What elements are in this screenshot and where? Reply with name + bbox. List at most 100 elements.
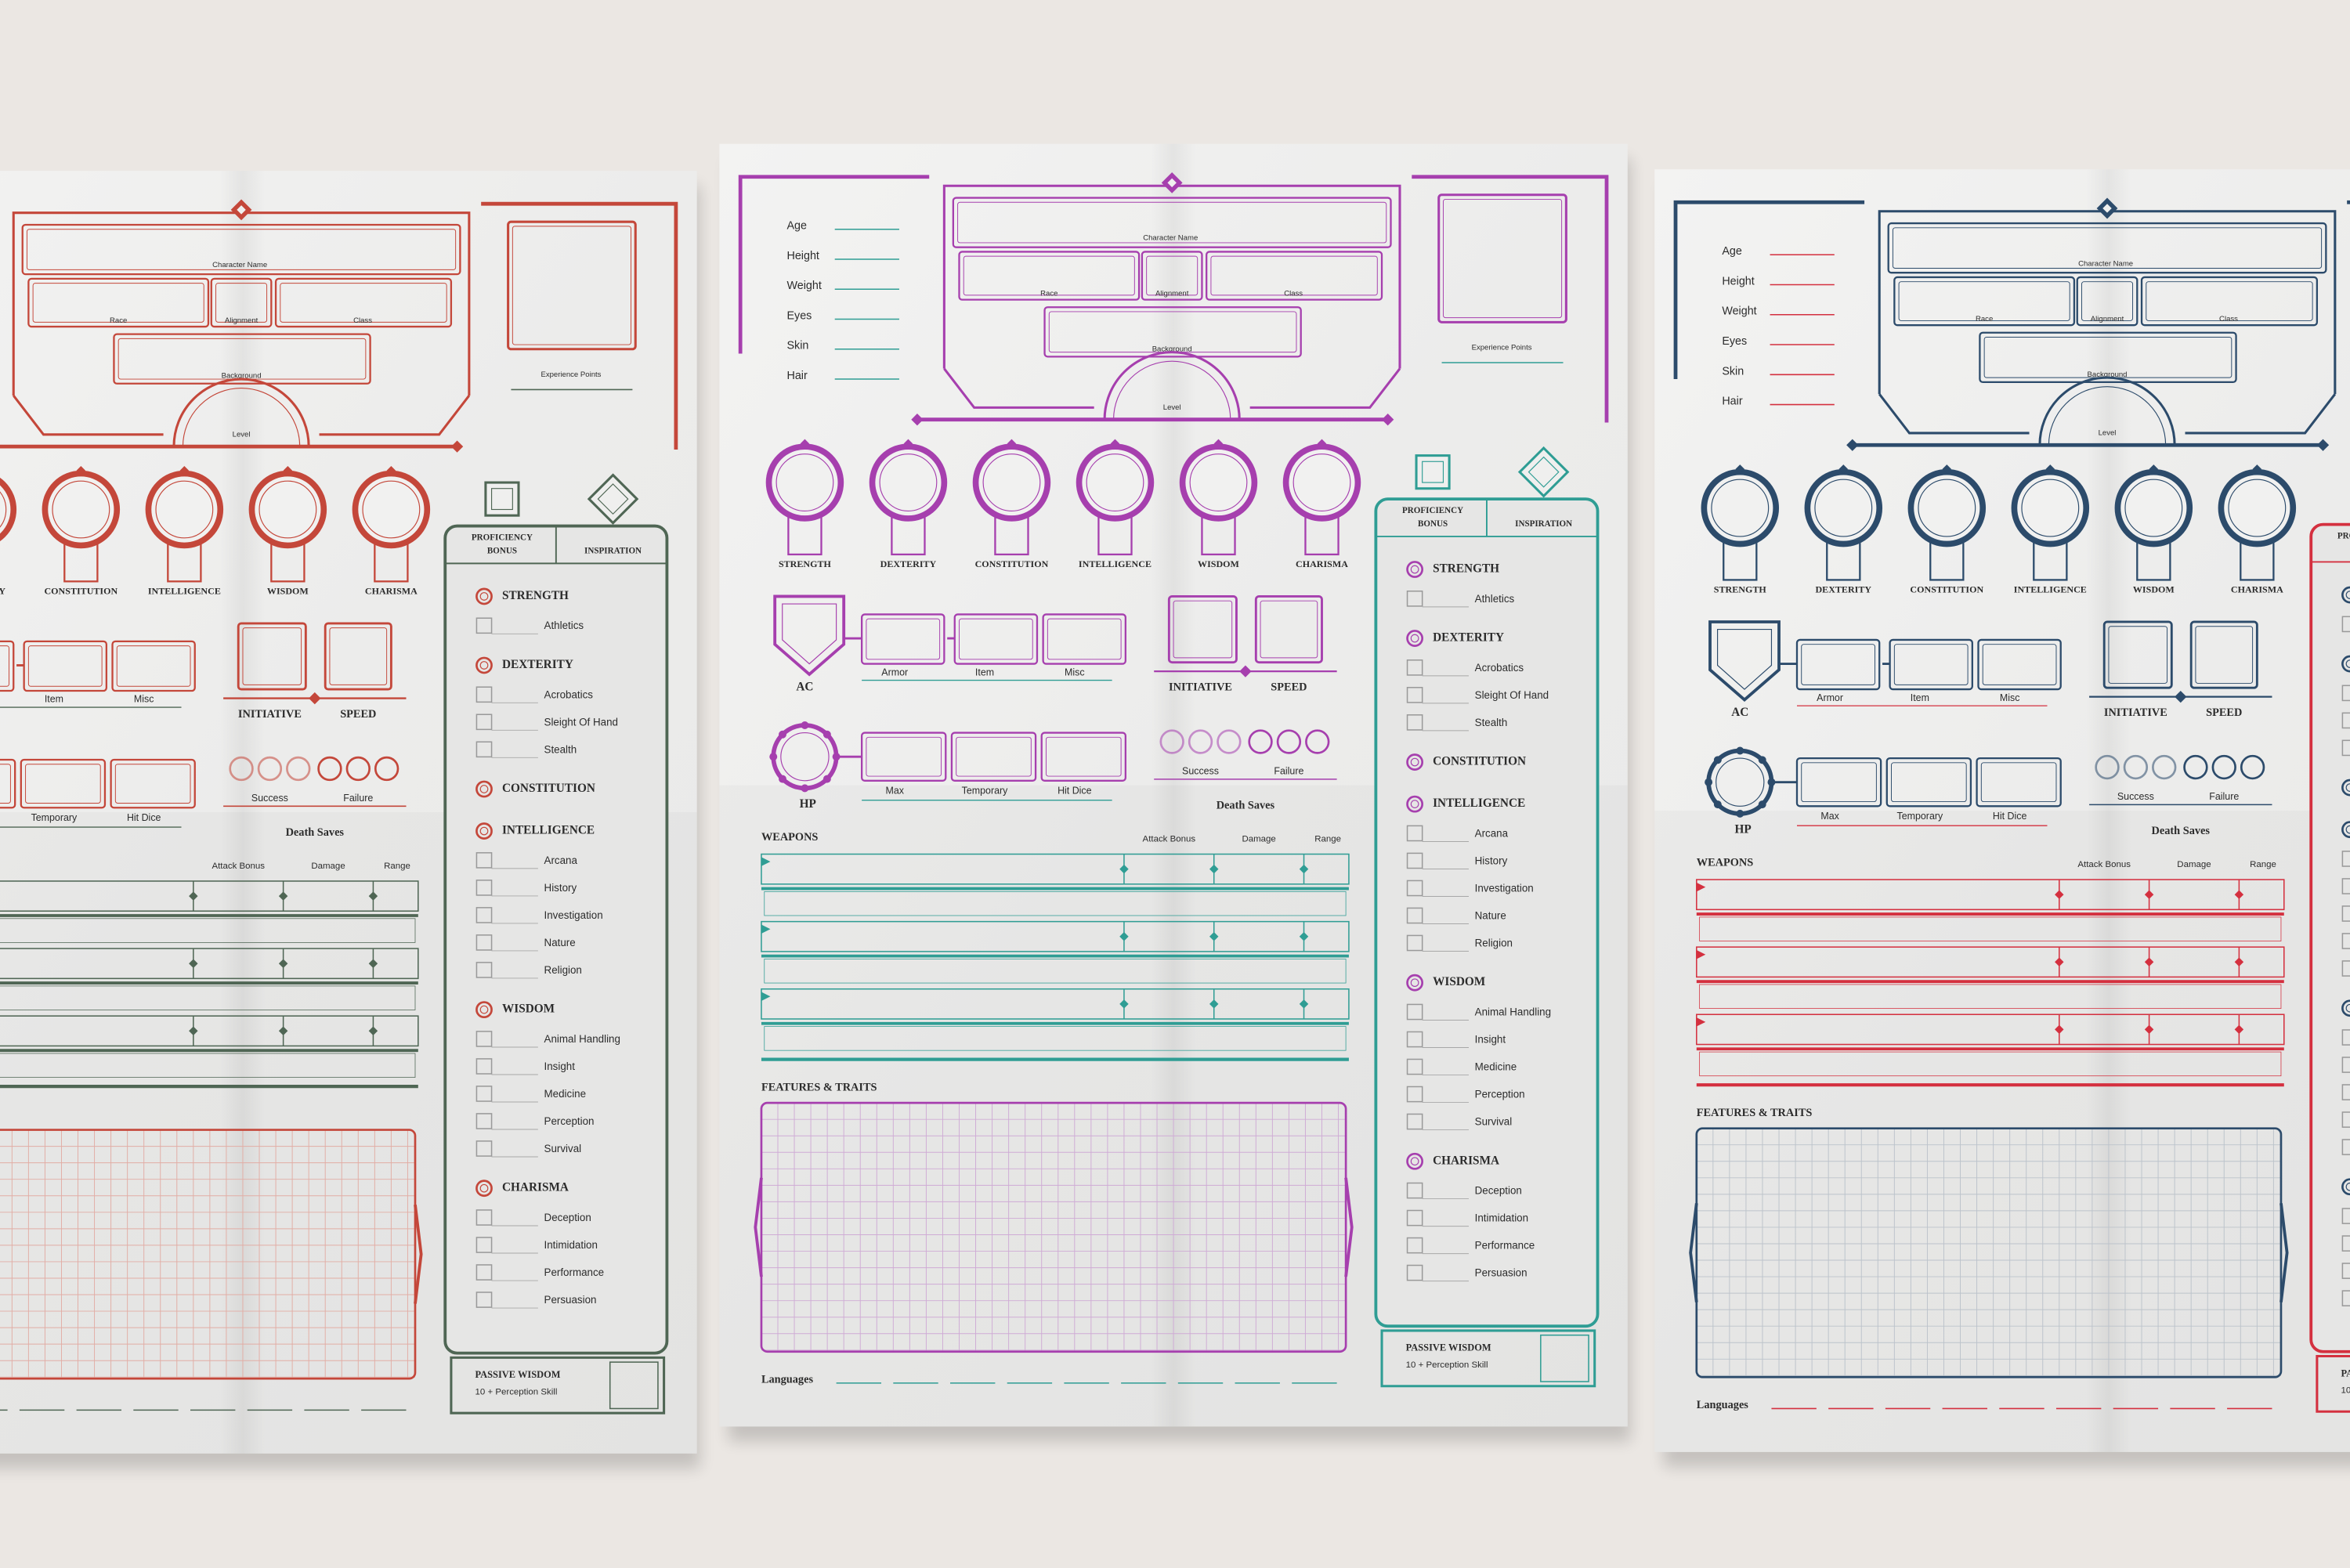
field-label: Success — [1182, 766, 1219, 777]
save-circle — [475, 1001, 493, 1019]
initiative-box-inner — [2108, 626, 2168, 684]
field-label: Background — [2088, 370, 2128, 379]
hp-knob — [1758, 800, 1766, 809]
speed-label: SPEED — [1271, 681, 1307, 693]
hp-box-inner — [866, 736, 942, 777]
skill-label: Persuasion — [1475, 1267, 1528, 1279]
death-save-circle — [2240, 754, 2265, 780]
ability-ring-inner — [258, 480, 317, 539]
ability-label: DEXTERITY — [880, 558, 937, 569]
skill-heading: INTELLIGENCE — [502, 824, 595, 837]
ornament — [189, 959, 198, 968]
skill-checkbox — [475, 962, 493, 978]
fold-lower — [1654, 811, 2350, 1452]
skill-checkbox — [475, 1113, 493, 1129]
save-circle — [475, 822, 493, 840]
skill-label: Investigation — [544, 909, 603, 921]
personal-label: Height — [1722, 275, 1754, 287]
ability-label: CONSTITUTION — [1910, 584, 1983, 595]
ability-ring-inner — [362, 480, 421, 539]
skill-checkbox — [475, 1237, 493, 1253]
skill-label: Investigation — [1475, 882, 1534, 894]
initiative-box-inner — [242, 627, 302, 685]
race-box — [958, 251, 1141, 301]
hp-label: HP — [800, 797, 816, 811]
save-circle-inner — [479, 1005, 489, 1014]
skill-heading: CHARISMA — [502, 1181, 569, 1194]
skill-label: Performance — [544, 1266, 605, 1278]
class-box — [1206, 251, 1383, 301]
skill-checkbox — [475, 852, 493, 869]
field-label: Misc — [2000, 692, 2020, 703]
hp-knob — [801, 721, 809, 729]
field-label: Temporary — [31, 812, 78, 823]
ornament — [2144, 1024, 2154, 1035]
skill-label: Nature — [1475, 909, 1506, 921]
hp-knob — [1736, 746, 1744, 755]
ac-box — [1042, 613, 1127, 665]
race-box — [1893, 276, 2076, 327]
ornament — [189, 891, 198, 901]
column-header: Range — [1314, 834, 1341, 844]
speed-box-inner — [329, 627, 388, 685]
save-circle — [1406, 753, 1424, 771]
ac-box — [0, 640, 15, 692]
character-name-box — [952, 197, 1392, 248]
field-label: Failure — [2209, 791, 2239, 802]
hp-box-inner — [1980, 762, 2057, 803]
ac-box-inner — [1047, 618, 1122, 660]
race-box-inner — [32, 283, 204, 323]
ornament — [1213, 439, 1224, 449]
ornament — [1209, 932, 1219, 941]
weapon-notes — [0, 918, 416, 943]
weapon-row — [0, 880, 419, 912]
field-label: Experience Points — [1472, 343, 1532, 352]
field-label: Success — [2117, 791, 2154, 802]
skill-label: Athletics — [1475, 593, 1515, 605]
ability-label: CHARISMA — [2231, 584, 2283, 595]
hp-knob — [822, 775, 831, 783]
ability-ring — [972, 443, 1051, 522]
ornament — [189, 1026, 198, 1036]
hp-box-inner — [1045, 736, 1122, 777]
row-arrow — [761, 857, 771, 866]
ornament — [1119, 999, 1129, 1009]
weapon-notes — [0, 1053, 416, 1078]
skill-checkbox — [475, 1086, 493, 1102]
ornament — [800, 439, 810, 449]
skill-label: Medicine — [544, 1088, 587, 1100]
ac-box — [111, 640, 196, 692]
ornament — [309, 692, 321, 705]
death-save-circle — [374, 756, 400, 782]
skill-label: Acrobatics — [544, 688, 594, 700]
hp-box — [1885, 757, 1972, 807]
skill-checkbox — [1406, 714, 1423, 731]
weapon-notes — [764, 891, 1347, 916]
skill-checkbox — [1406, 1182, 1423, 1199]
save-circle-inner — [1410, 565, 1419, 574]
field-label: Character Name — [1143, 234, 1198, 243]
ac-box-inner — [27, 645, 103, 687]
skill-heading: DEXTERITY — [502, 658, 573, 671]
death-save-circle — [1305, 729, 1330, 754]
skill-checkbox — [475, 1292, 493, 1308]
field-label: Alignment — [225, 316, 258, 325]
field-label: Hit Dice — [1993, 811, 2027, 822]
skill-checkbox — [1406, 1086, 1423, 1103]
hp-knob — [801, 784, 809, 793]
personal-label: Skin — [786, 340, 808, 352]
skill-label: Animal Handling — [1475, 1006, 1551, 1017]
proficiency-label: BONUS — [1418, 519, 1448, 529]
hp-box — [1040, 732, 1127, 782]
field-label: Failure — [1274, 766, 1303, 777]
weapon-row — [1696, 1013, 2285, 1046]
header-pillars — [13, 395, 471, 436]
ac-box-inner — [1893, 644, 1969, 685]
skill-checkbox — [1406, 825, 1423, 842]
skill-checkbox — [1406, 659, 1423, 676]
row-arrow — [761, 992, 771, 1002]
race-box-inner — [1898, 281, 2070, 321]
row-arrow — [761, 924, 771, 934]
ornament — [903, 439, 913, 449]
hp-label: HP — [1734, 822, 1751, 836]
